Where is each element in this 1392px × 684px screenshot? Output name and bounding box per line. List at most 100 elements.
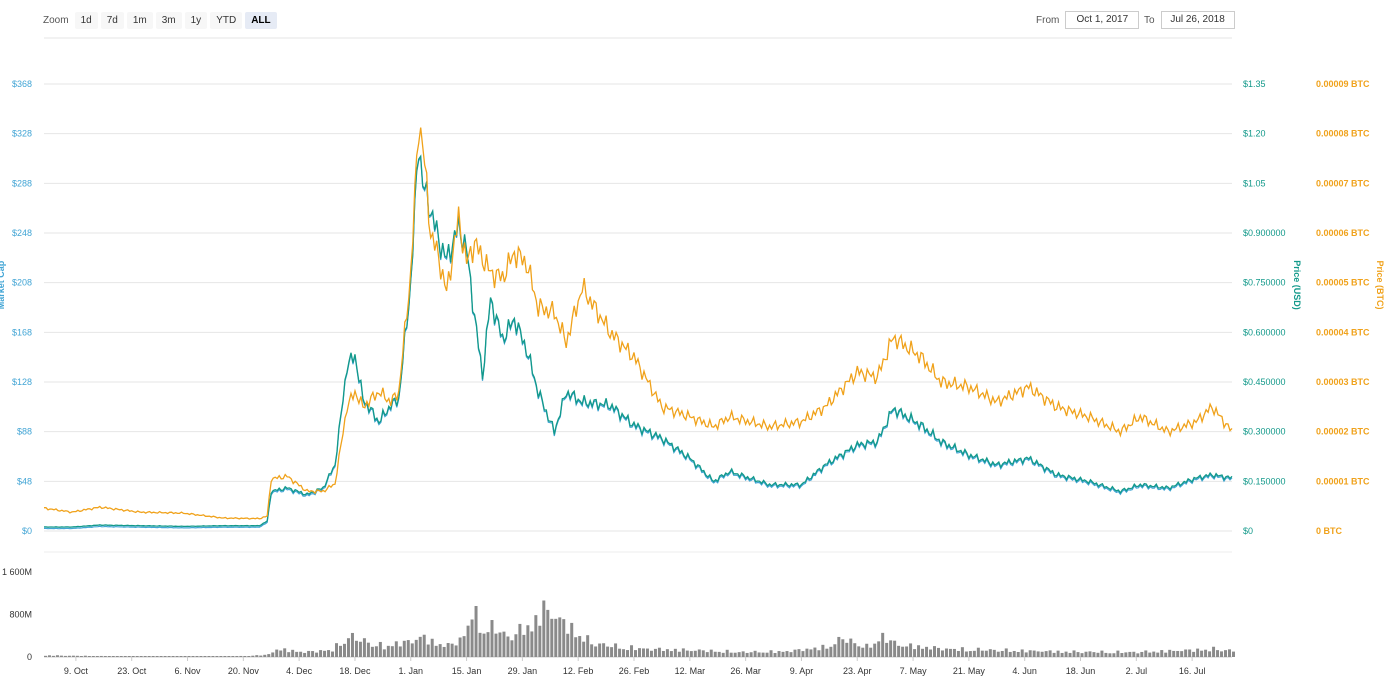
volume-bar xyxy=(1064,651,1068,657)
volume-bar xyxy=(697,649,701,657)
volume-bar xyxy=(103,656,107,657)
volume-bar xyxy=(550,618,554,657)
market-cap-tick-label: $88 xyxy=(17,427,32,437)
volume-bar xyxy=(522,634,526,657)
x-tick-label: 21. May xyxy=(953,666,986,676)
zoom-1m-button[interactable]: 1m xyxy=(126,11,153,29)
x-tick-label: 15. Jan xyxy=(452,666,482,676)
volume-bar xyxy=(207,656,211,657)
market-cap-tick-label: $328 xyxy=(12,129,32,139)
zoom-label: Zoom xyxy=(43,14,69,26)
volume-bar xyxy=(1212,646,1216,657)
volume-bar xyxy=(478,632,482,657)
volume-bar xyxy=(1096,652,1100,657)
volume-bar xyxy=(199,656,203,657)
volume-bar xyxy=(219,656,223,657)
volume-bar xyxy=(514,634,518,657)
volume-bar xyxy=(346,638,350,657)
volume-bar xyxy=(1180,651,1184,657)
volume-bar xyxy=(669,651,673,657)
from-date-input[interactable] xyxy=(1065,11,1140,29)
volume-bar xyxy=(634,650,638,657)
volume-bar xyxy=(622,649,626,657)
volume-bar xyxy=(518,623,522,657)
volume-bar xyxy=(279,650,283,657)
price-usd-tick-label: $1.35 xyxy=(1243,79,1266,89)
volume-bar xyxy=(729,652,733,657)
volume-bar xyxy=(861,647,865,657)
volume-bar xyxy=(753,650,757,657)
volume-bar xyxy=(638,648,641,657)
volume-bar xyxy=(657,647,661,657)
volume-bar xyxy=(47,655,51,657)
volume-bar xyxy=(414,639,418,657)
volume-bar xyxy=(506,636,510,657)
zoom-7d-button[interactable]: 7d xyxy=(100,11,124,29)
price-usd-axis-label: Price (USD) xyxy=(1292,260,1302,310)
volume-bar xyxy=(869,647,873,657)
zoom-1d-button[interactable]: 1d xyxy=(74,11,98,29)
volume-bar xyxy=(482,633,486,657)
volume-bar xyxy=(645,648,649,657)
price-usd-tick-label: $0.750000 xyxy=(1243,278,1286,288)
volume-bar xyxy=(781,651,785,657)
volume-bar xyxy=(817,650,821,657)
volume-bar xyxy=(95,656,99,657)
volume-bar xyxy=(275,649,279,657)
volume-bar xyxy=(1052,652,1056,657)
volume-bar xyxy=(398,646,402,657)
volume-bar xyxy=(1172,650,1176,657)
volume-bar xyxy=(1148,652,1152,657)
volume-bar xyxy=(235,656,239,657)
volume-bar xyxy=(319,650,323,657)
zoom-3m-button[interactable]: 3m xyxy=(155,11,182,29)
zoom-ytd-button[interactable]: YTD xyxy=(210,11,243,29)
zoom-all-button[interactable]: ALL xyxy=(245,11,277,29)
volume-bar xyxy=(470,619,474,657)
volume-bar xyxy=(335,643,339,657)
volume-bar xyxy=(251,655,255,657)
volume-bar xyxy=(143,656,147,657)
series-lines xyxy=(44,127,1233,530)
volume-axis: 0 800M 1 600M xyxy=(2,567,32,662)
volume-bar xyxy=(1044,651,1048,657)
volume-bar xyxy=(327,650,331,657)
volume-bar xyxy=(410,643,414,657)
volume-bar xyxy=(805,648,809,657)
volume-bar xyxy=(526,625,530,657)
volume-bar xyxy=(1100,650,1104,657)
volume-bar xyxy=(845,642,849,657)
volume-bar xyxy=(323,650,327,657)
volume-bar xyxy=(542,600,546,657)
volume-bar xyxy=(271,652,275,657)
volume-bar xyxy=(1120,653,1124,657)
x-tick-label: 26. Feb xyxy=(619,666,650,676)
volume-bar xyxy=(1200,650,1204,657)
volume-bar xyxy=(745,652,749,657)
volume-bar xyxy=(582,641,586,657)
from-label: From xyxy=(1036,14,1060,26)
volume-bar xyxy=(51,655,55,657)
to-date-input[interactable] xyxy=(1160,11,1235,29)
volume-bar xyxy=(215,656,219,657)
volume-bar xyxy=(1016,651,1020,657)
volume-bar xyxy=(562,619,566,657)
price-usd-tick-label: $1.05 xyxy=(1243,178,1266,188)
x-tick-label: 23. Apr xyxy=(843,666,872,676)
volume-bar xyxy=(111,656,115,657)
market-cap-tick-label: $248 xyxy=(12,228,32,238)
range-to: To xyxy=(1144,10,1235,30)
volume-bar xyxy=(841,639,845,657)
volume-bar xyxy=(466,625,470,657)
volume-bar xyxy=(231,656,235,657)
zoom-1y-button[interactable]: 1y xyxy=(184,11,208,29)
volume-bar xyxy=(295,651,299,657)
volume-bar xyxy=(195,656,199,657)
market-cap-tick-label: $368 xyxy=(12,79,32,89)
volume-bar xyxy=(574,637,578,657)
volume-bar xyxy=(1140,651,1144,657)
volume-bar xyxy=(737,652,741,657)
volume-bar xyxy=(1020,649,1024,657)
volume-bar xyxy=(825,648,829,657)
volume-bar xyxy=(358,641,362,657)
